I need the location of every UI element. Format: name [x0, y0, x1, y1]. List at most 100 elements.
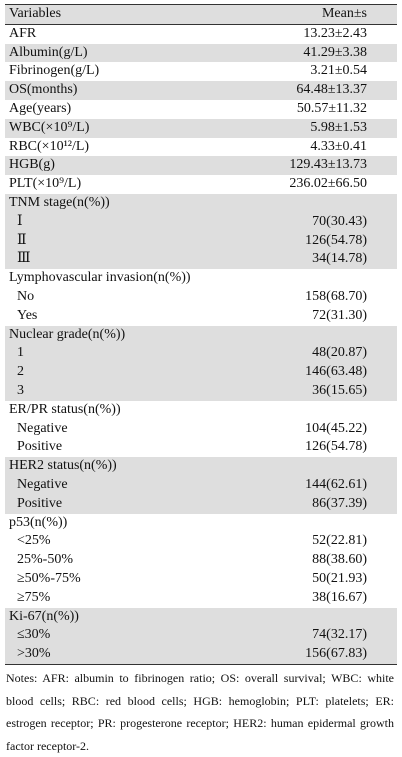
table-row: PLT(×10⁹/L) 236.02±66.50	[5, 175, 397, 194]
row-value: 72(31.30)	[312, 307, 367, 323]
row-value: 3.21±0.54	[310, 63, 367, 79]
table-row: Albumin(g/L) 41.29±3.38	[5, 43, 397, 63]
table-row: No 158(68.70)	[5, 288, 397, 307]
row-label: 1	[17, 345, 24, 361]
row-label: Ⅰ	[17, 213, 23, 229]
row-label: Albumin(g/L)	[9, 44, 88, 60]
table-row: Age(years) 50.57±11.32	[5, 100, 397, 119]
row-value: 70(30.43)	[312, 213, 367, 229]
row-label: No	[17, 288, 35, 304]
row-value: 126(54.78)	[305, 232, 367, 248]
table-row: Ⅱ 126(54.78)	[5, 231, 397, 251]
row-value: 4.33±0.41	[310, 138, 367, 154]
row-value: 144(62.61)	[305, 476, 367, 492]
table: Variables Mean±s AFR 13.23±2.43 Albumin(g/…	[5, 4, 397, 665]
row-value: 52(22.81)	[312, 533, 367, 549]
row-label: HGB(g)	[9, 157, 55, 173]
row-label: Age(years)	[9, 100, 72, 116]
row-label: OS(months)	[9, 82, 78, 98]
row-label: PLT(×10⁹/L)	[9, 176, 82, 192]
table-row: HGB(g) 129.43±13.73	[5, 156, 397, 176]
row-value: 34(14.78)	[312, 251, 367, 267]
row-label: ER/PR status(n(%))	[9, 401, 121, 417]
row-label: Negative	[17, 420, 68, 436]
header-cell: Mean±s	[321, 6, 367, 21]
table-row: Positive 126(54.78)	[5, 438, 397, 457]
table-row: Yes 72(31.30)	[5, 307, 397, 326]
row-value: 50.57±11.32	[296, 100, 367, 116]
row-label: Nuclear grade(n(%))	[9, 326, 126, 342]
row-value: 158(68.70)	[305, 288, 367, 304]
row-label: Lymphovascular invasion(n(%))	[9, 270, 191, 286]
row-value: 41.29±3.38	[303, 44, 367, 60]
row-value: 36(15.65)	[312, 382, 367, 398]
row-label: 25%-50%	[17, 552, 73, 568]
table-row: AFR 13.23±2.43	[5, 25, 397, 44]
row-value: 236.02±66.50	[289, 176, 367, 192]
row-label: RBC(×10¹²/L)	[9, 138, 90, 154]
row-label: Positive	[17, 439, 63, 455]
row-value: 13.23±2.43	[303, 25, 367, 41]
table-row: Ki-67(n(%))	[5, 607, 397, 627]
row-value: 64.48±13.37	[296, 82, 367, 98]
table-row: ≥50%-75% 50(21.93)	[5, 570, 397, 589]
table-row: Fibrinogen(g/L) 3.21±0.54	[5, 62, 397, 81]
table-row: >30% 156(67.83)	[5, 645, 397, 664]
table-row: Lymphovascular invasion(n(%))	[5, 269, 397, 288]
row-label: 3	[17, 382, 24, 398]
row-label: Ki-67(n(%))	[9, 608, 79, 624]
header-cell: Variables	[9, 6, 62, 21]
row-value: 74(32.17)	[312, 627, 367, 643]
table-row: 3 36(15.65)	[5, 381, 397, 401]
row-value: 86(37.39)	[312, 495, 367, 511]
table-notes: Notes: AFR: albumin to fibrinogen ratio;…	[6, 671, 394, 753]
table-row: ≥75% 38(16.67)	[5, 589, 397, 608]
row-label: <25%	[17, 533, 51, 549]
table-row: Ⅲ 34(14.78)	[5, 250, 397, 270]
row-label: Yes	[17, 307, 38, 323]
row-value: 156(67.83)	[305, 646, 367, 662]
row-label: Ⅱ	[17, 232, 27, 248]
row-label: AFR	[9, 25, 37, 41]
table-row: HER2 status(n(%))	[5, 457, 397, 476]
row-label: Fibrinogen(g/L)	[9, 63, 100, 79]
row-label: >30%	[17, 646, 51, 662]
row-value: 50(21.93)	[312, 570, 367, 586]
table-row: WBC(×10⁹/L) 5.98±1.53	[5, 118, 397, 138]
row-label: ≥75%	[17, 589, 51, 605]
row-label: Ⅲ	[17, 251, 31, 267]
row-value: 104(45.22)	[305, 420, 367, 436]
table-row: p53(n(%))	[5, 514, 397, 533]
table-row: ER/PR status(n(%))	[5, 401, 397, 420]
row-value: 38(16.67)	[312, 589, 367, 605]
table-row: Ⅰ 70(30.43)	[5, 212, 397, 232]
row-value: 88(38.60)	[312, 552, 367, 568]
table-row: 2 146(63.48)	[5, 363, 397, 382]
table-row: 25%-50% 88(38.60)	[5, 551, 397, 570]
row-label: p53(n(%))	[9, 514, 68, 530]
table-row: TNM stage(n(%))	[5, 193, 397, 213]
row-label: 2	[17, 364, 24, 380]
row-label: ≤30%	[17, 627, 51, 643]
row-value: 48(20.87)	[312, 345, 367, 361]
table-row: ≤30% 74(32.17)	[5, 626, 397, 646]
table-row: Negative 104(45.22)	[5, 420, 397, 439]
table-row: OS(months) 64.48±13.37	[5, 81, 397, 100]
row-label: HER2 status(n(%))	[9, 458, 117, 474]
table-header: Variables Mean±s	[5, 5, 397, 25]
row-label: Positive	[17, 495, 63, 511]
row-value: 129.43±13.73	[289, 157, 367, 173]
row-label: ≥50%-75%	[17, 570, 81, 586]
row-value: 146(63.48)	[305, 364, 367, 380]
row-value: 5.98±1.53	[310, 119, 367, 135]
table-row: <25% 52(22.81)	[5, 532, 397, 551]
table-row: Nuclear grade(n(%))	[5, 325, 397, 345]
table-row: Positive 86(37.39)	[5, 494, 397, 514]
row-value: 126(54.78)	[305, 439, 367, 455]
row-label: TNM stage(n(%))	[9, 194, 110, 210]
table-row: 1 48(20.87)	[5, 344, 397, 364]
table-row: Negative 144(62.61)	[5, 475, 397, 495]
row-label: Negative	[17, 476, 68, 492]
row-label: WBC(×10⁹/L)	[9, 119, 90, 135]
